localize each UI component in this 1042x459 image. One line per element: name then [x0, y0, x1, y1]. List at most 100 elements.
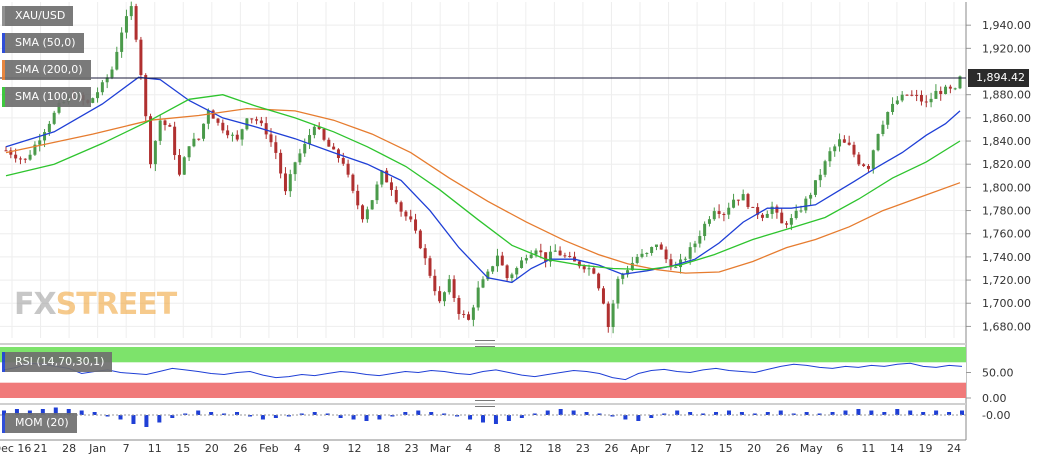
candle-body [698, 236, 702, 244]
x-tick-label: 24 [947, 442, 961, 455]
candle-body [312, 126, 316, 136]
mom-bar [752, 413, 757, 415]
x-tick-label: 26 [604, 442, 618, 455]
candle-body [929, 98, 933, 103]
rsi-y-tick-label: 0.00 [982, 392, 1007, 405]
x-tick-label: 20 [747, 442, 761, 455]
x-tick-label: 18 [547, 442, 561, 455]
candle-body [110, 69, 114, 78]
mom-bar [247, 415, 252, 417]
legend-rsi[interactable]: RSI (14,70,30,1) [2, 352, 113, 372]
candle-body [404, 211, 408, 217]
mom-bar [260, 415, 265, 420]
candle-body [544, 252, 548, 262]
candle-body [457, 298, 461, 314]
candle-body [520, 260, 524, 269]
candle-body [495, 255, 499, 267]
mom-bar [960, 410, 964, 415]
candle-body [732, 199, 736, 208]
candle-body [346, 163, 350, 175]
candle-body [789, 218, 793, 225]
candle-body [332, 146, 336, 150]
legend-symbol[interactable]: XAU/USD [2, 6, 74, 26]
legend-mom[interactable]: MOM (20) [2, 413, 77, 433]
mom-bar [739, 412, 744, 415]
candle-body [746, 194, 750, 207]
candle-body [640, 253, 644, 257]
candle-body [187, 146, 191, 158]
mom-bar [338, 415, 343, 418]
candle-body [399, 202, 403, 212]
x-tick-label: Feb [259, 442, 278, 455]
mom-bar [649, 415, 654, 418]
mom-bar [765, 412, 770, 415]
candle-body [828, 151, 832, 162]
candle-body [857, 154, 861, 165]
candle-body [394, 189, 398, 203]
candle-body [428, 258, 432, 276]
mom-bar [493, 415, 498, 424]
candle-body [900, 94, 904, 101]
candle-body [568, 255, 572, 257]
x-tick-label: 4 [465, 442, 472, 455]
candle-body [120, 32, 124, 52]
mom-bar [869, 410, 874, 415]
mom-bar [934, 410, 939, 415]
candle-body [862, 164, 866, 166]
mom-bar [662, 413, 667, 415]
candle-body [264, 123, 268, 135]
candle-body [452, 279, 456, 299]
candle-body [163, 120, 167, 126]
mom-bar [532, 413, 537, 415]
candle-body [462, 313, 466, 315]
x-tick-label: 26 [776, 442, 790, 455]
candle-body [958, 76, 962, 89]
candle-body [192, 138, 196, 147]
pane-divider-rsi[interactable] [0, 343, 966, 345]
candle-body [809, 194, 813, 199]
mom-bar [131, 415, 136, 424]
legend-sma50[interactable]: SMA (50,0) [2, 33, 84, 53]
x-tick-label: 12 [519, 442, 533, 455]
mom-bar [429, 412, 434, 415]
candle-body [799, 210, 803, 212]
candle-body [592, 268, 596, 274]
candle-body [149, 116, 153, 165]
mom-bar [506, 415, 511, 421]
candle-body [375, 184, 379, 201]
candle-body [293, 162, 297, 175]
mom-bar [636, 415, 641, 421]
candle-body [235, 134, 239, 140]
y-tick-label: 1,880.00 [982, 89, 1031, 102]
mom-bar [209, 412, 214, 415]
legend-sma100[interactable]: SMA (100,0) [2, 87, 91, 107]
mom-bar [791, 413, 796, 415]
x-tick-label: 12 [348, 442, 362, 455]
mom-bar [726, 410, 731, 415]
x-tick-label: 26 [233, 442, 247, 455]
mom-bar [571, 410, 576, 415]
x-tick-label: 11 [148, 442, 162, 455]
x-tick-label: 19 [918, 442, 932, 455]
candle-body [158, 120, 162, 141]
mom-bar [558, 409, 563, 415]
y-tick-label: 1,920.00 [982, 42, 1031, 55]
candle-body [626, 270, 630, 275]
candle-body [794, 210, 798, 219]
pane-resize-handle-rsi[interactable] [475, 340, 495, 347]
pane-divider-mom[interactable] [0, 403, 966, 405]
candle-body [852, 144, 856, 155]
candle-body [621, 274, 625, 279]
legend-symbol-label: XAU/USD [15, 9, 66, 22]
candle-body [476, 287, 480, 308]
pane-resize-handle-mom[interactable] [475, 400, 495, 407]
candle-body [659, 244, 663, 250]
candle-body [756, 207, 760, 215]
x-tick-label: Jan [88, 442, 106, 455]
candle-body [255, 119, 259, 121]
x-tick-label: 15 [719, 442, 733, 455]
legend-sma200[interactable]: SMA (200,0) [2, 60, 91, 80]
x-tick-label: 8 [494, 442, 501, 455]
mom-bar [442, 413, 447, 415]
